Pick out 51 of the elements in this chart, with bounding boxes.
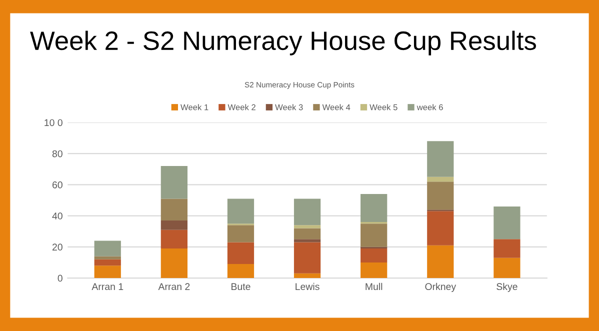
bar <box>160 230 188 248</box>
bar <box>294 239 321 242</box>
bar <box>94 266 121 278</box>
bar <box>160 248 188 278</box>
legend-label: Week 4 <box>322 104 350 110</box>
bar <box>160 198 188 220</box>
y-tick-label: 60 <box>52 181 62 188</box>
legend-label: week 6 <box>416 104 443 110</box>
bar <box>360 248 388 262</box>
bar <box>94 259 121 266</box>
x-tick-label: Bute <box>232 283 250 290</box>
bar <box>294 228 321 240</box>
y-tick-label: 40 <box>52 212 62 220</box>
y-tick-label: 20 <box>52 244 62 251</box>
x-tick-label: Lewis <box>296 282 320 290</box>
bar <box>160 166 188 199</box>
bar <box>294 225 321 228</box>
bar <box>427 245 454 278</box>
bar <box>494 239 520 258</box>
x-tick-label: Arran 1 <box>92 283 124 290</box>
bar <box>360 262 388 278</box>
y-tick-label: 80 <box>52 150 62 158</box>
chart-title: Week 2 - S2 Numeracy House Cup Results <box>30 30 536 56</box>
x-tick-label: Arran 2 <box>158 283 190 290</box>
bar <box>227 242 254 264</box>
x-tick-label: Mull <box>366 282 382 290</box>
bar <box>427 141 454 177</box>
y-tick-label: 10 0 <box>44 119 62 126</box>
bar <box>360 194 388 222</box>
bar <box>294 198 321 226</box>
bar <box>94 256 121 260</box>
bar <box>494 258 520 278</box>
legend-label: Week 1 <box>180 104 208 110</box>
bar <box>227 225 254 242</box>
bar <box>294 273 321 278</box>
legend-label: Week 2 <box>228 104 256 110</box>
bar <box>427 176 454 182</box>
bar <box>360 224 388 247</box>
x-tick-label: Orkney <box>425 282 456 292</box>
y-tick-label: 0 <box>58 274 62 282</box>
bar <box>94 240 121 256</box>
legend-label: Week 5 <box>370 104 398 110</box>
bar <box>427 211 454 246</box>
bar <box>227 198 254 224</box>
bar <box>227 264 254 278</box>
legend-label: Week 3 <box>275 104 303 110</box>
bar <box>494 206 520 240</box>
x-tick-label: Skye <box>496 282 518 292</box>
bar <box>160 220 188 230</box>
bar <box>427 182 454 210</box>
bar <box>294 242 321 274</box>
